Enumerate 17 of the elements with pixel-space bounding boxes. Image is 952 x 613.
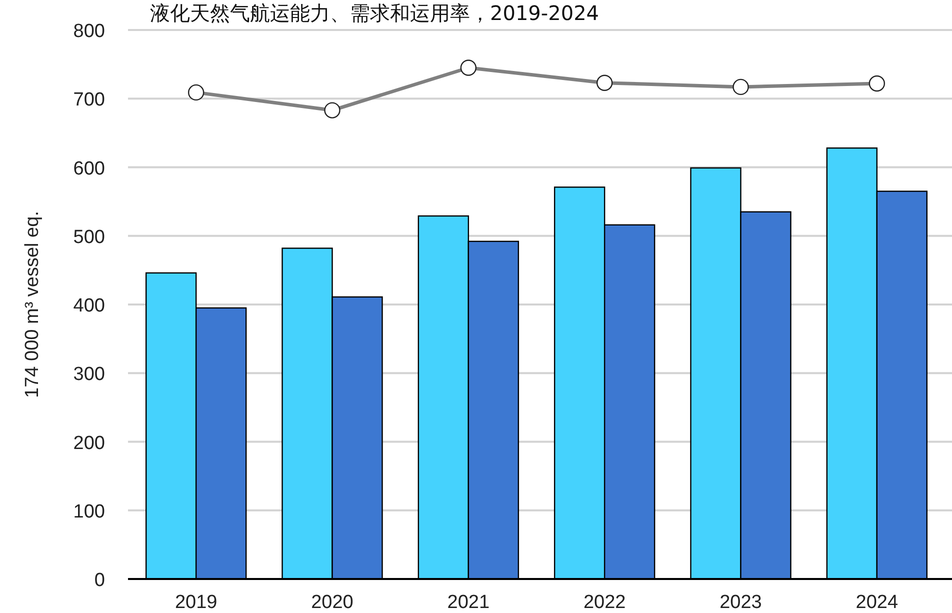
x-tick-label: 2021	[447, 592, 490, 613]
y-tick-label: 800	[73, 21, 105, 42]
y-tick-label: 200	[73, 432, 105, 454]
x-tick-label: 2019	[174, 592, 218, 613]
y-tick-label: 100	[73, 501, 105, 522]
x-tick-label: 2023	[720, 592, 762, 613]
chart-title: 液化天然气航运能力、需求和运用率，2019-2024	[150, 1, 600, 25]
y-tick-label: 300	[73, 364, 105, 386]
y-tick-label: 600	[73, 158, 105, 180]
y-tick-label: 500	[73, 226, 105, 248]
x-tick-label: 2022	[583, 592, 626, 613]
y-tick-label: 0	[94, 570, 105, 591]
x-tick-label: 2024	[856, 592, 898, 613]
y-tick-label: 700	[73, 90, 105, 111]
y-tick-label: 400	[73, 296, 105, 316]
y-axis-title: 174 000 m³ vessel eq.	[22, 211, 43, 398]
x-tick-label: 2020	[311, 592, 354, 613]
